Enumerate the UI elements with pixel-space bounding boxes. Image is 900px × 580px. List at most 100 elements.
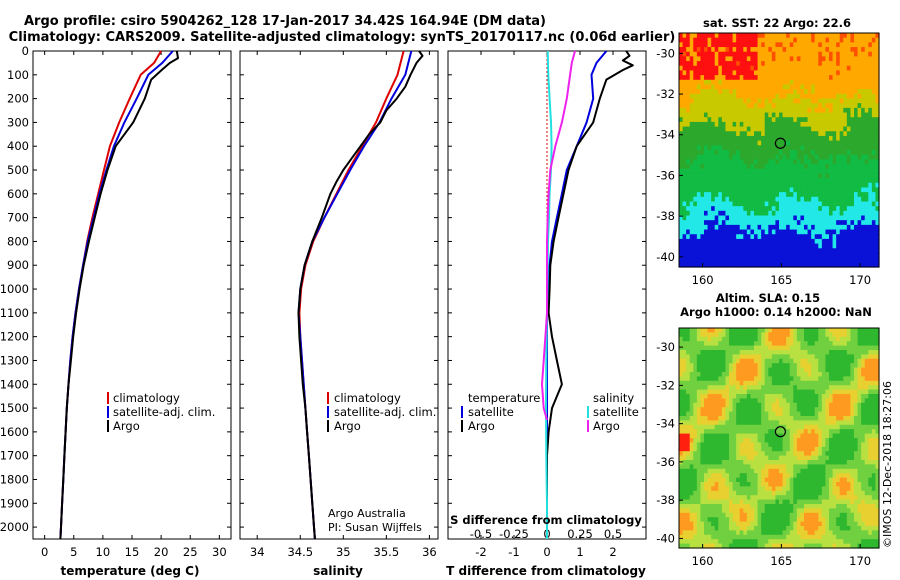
map-cell <box>850 121 855 128</box>
map-cell <box>861 345 866 351</box>
map-cell <box>807 173 812 179</box>
map-cell <box>750 336 755 342</box>
map-cell <box>811 135 816 142</box>
map-cell <box>689 103 694 109</box>
map-cell <box>875 468 880 474</box>
map-cell <box>686 103 691 109</box>
map-cell <box>693 358 698 364</box>
map-cell <box>700 243 705 249</box>
map-cell <box>771 192 777 198</box>
map-cell <box>682 438 687 443</box>
map-cell <box>754 112 759 118</box>
map-cell <box>843 112 848 118</box>
map-cell <box>689 42 694 48</box>
map-cell <box>682 455 687 461</box>
map-cell <box>818 252 823 259</box>
map-cell <box>689 220 694 226</box>
map-cell <box>714 234 719 240</box>
map-cell <box>775 201 780 207</box>
map-cell <box>868 358 873 364</box>
map-cell <box>839 61 844 67</box>
map-cell <box>768 56 773 62</box>
map-cell <box>725 47 730 53</box>
map-cell <box>782 385 787 391</box>
map-cell <box>807 103 812 109</box>
map-cell <box>800 56 805 62</box>
map-cell <box>721 117 727 123</box>
salinity-x-label: salinity <box>313 564 363 578</box>
map-cell <box>804 47 809 53</box>
map-cell <box>804 234 809 240</box>
map-cell <box>829 473 834 479</box>
map-cell <box>686 112 691 118</box>
map-cell <box>771 451 777 457</box>
map-cell <box>725 468 730 474</box>
map-cell <box>739 75 744 81</box>
map-cell <box>686 389 691 395</box>
map-cell <box>804 341 809 347</box>
map-cell <box>843 135 848 142</box>
map-cell <box>811 328 816 333</box>
map-cell <box>789 168 794 174</box>
map-cell <box>804 206 809 212</box>
map-cell <box>729 37 734 43</box>
map-cell <box>725 33 730 39</box>
map-cell <box>854 345 859 351</box>
map-cell <box>711 224 716 231</box>
map-cell <box>764 56 769 62</box>
map-cell <box>714 98 719 104</box>
map-cell <box>729 336 734 342</box>
map-cell <box>843 229 848 235</box>
map-cell <box>743 150 748 156</box>
map-cell <box>821 201 827 207</box>
map-cell <box>850 75 855 81</box>
map-cell <box>707 433 712 439</box>
map-cell <box>836 336 841 342</box>
map-cell <box>686 178 691 184</box>
map-cell <box>854 442 859 448</box>
map-cell <box>789 210 794 217</box>
map-cell <box>714 154 719 160</box>
map-cell <box>718 363 723 369</box>
map-cell <box>793 131 798 137</box>
map-cell <box>871 121 877 128</box>
map-cell <box>779 376 784 382</box>
map-cell <box>696 358 702 364</box>
map-cell <box>864 438 869 443</box>
map-cell <box>721 70 727 76</box>
map-cell <box>721 363 727 369</box>
map-cell <box>743 112 748 118</box>
map-cell <box>782 398 787 404</box>
map-cell <box>696 367 702 373</box>
map-cell <box>750 238 755 245</box>
map-cell <box>704 345 709 351</box>
map-cell <box>871 332 877 338</box>
map-cell <box>836 234 841 240</box>
map-cell <box>811 178 816 184</box>
map-cell <box>850 358 855 364</box>
map-cell <box>832 210 837 217</box>
map-cell <box>743 121 748 128</box>
map-cell <box>682 140 687 146</box>
map-cell <box>857 398 862 404</box>
map-cell <box>814 140 819 146</box>
map-cell <box>725 429 730 435</box>
map-cell <box>682 117 687 123</box>
map-cell <box>854 168 859 174</box>
map-cell <box>707 376 712 382</box>
map-cell <box>875 220 880 226</box>
map-cell <box>754 385 759 391</box>
map-cell <box>811 196 816 203</box>
map-cell <box>850 84 855 90</box>
map-cell <box>729 182 734 189</box>
map-cell <box>718 438 723 443</box>
map-cell <box>796 131 802 137</box>
map-cell <box>775 407 780 413</box>
map-cell <box>871 51 877 57</box>
map-cell <box>829 411 834 417</box>
map-cell <box>761 402 766 408</box>
map-cell <box>714 389 719 395</box>
map-cell <box>850 341 855 347</box>
map-cell <box>764 455 769 461</box>
map-cell <box>743 65 748 72</box>
